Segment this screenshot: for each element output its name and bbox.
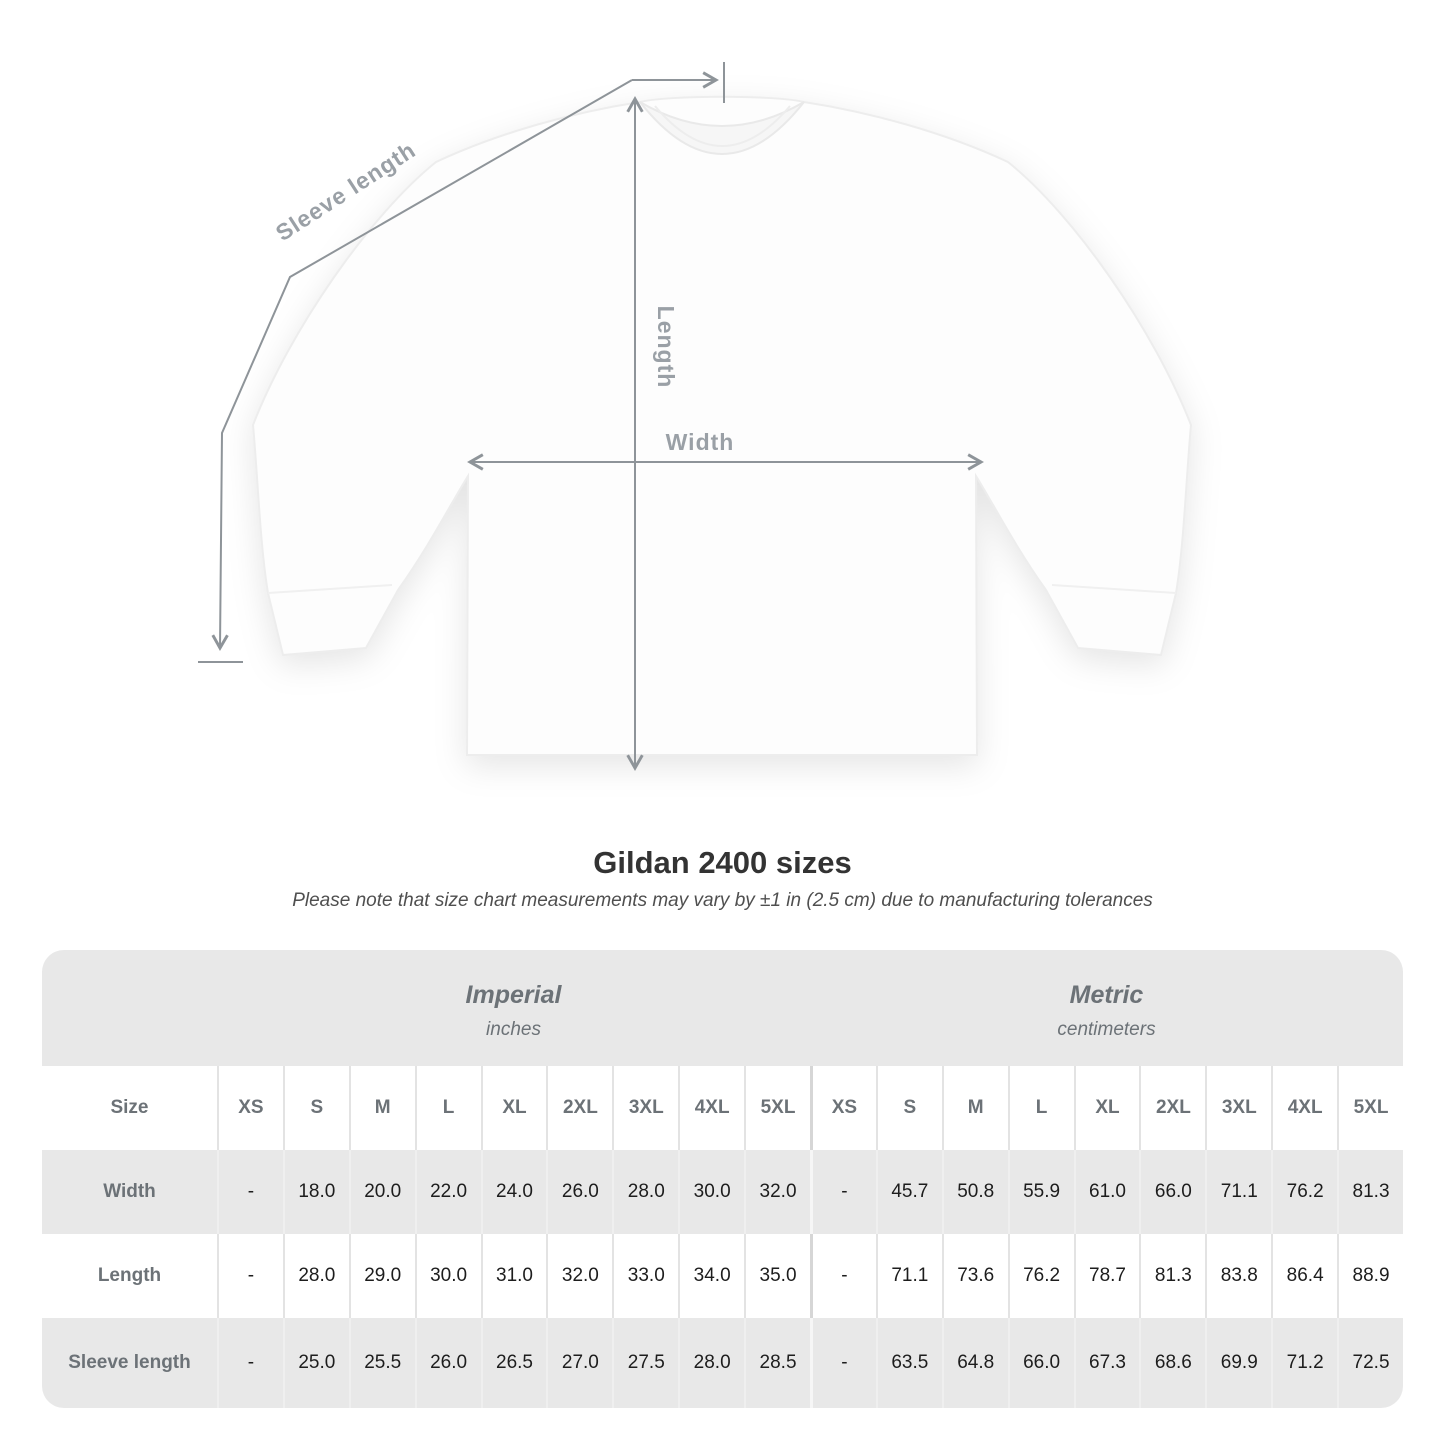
value-cell: 28.0 [282, 1234, 349, 1318]
page-title: Gildan 2400 sizes [593, 845, 852, 880]
row-label: Length [42, 1234, 217, 1318]
value-cell: 28.0 [612, 1150, 678, 1234]
shirt-diagram: Sleeve length Length Width [198, 62, 1193, 771]
value-cell: 45.7 [875, 1150, 942, 1234]
value-cell: 71.2 [1271, 1318, 1337, 1408]
unit-label: centimeters [1057, 1019, 1156, 1040]
value-cell: 25.0 [282, 1318, 349, 1408]
value-cell: 26.0 [414, 1318, 481, 1408]
value-cell: 81.3 [1139, 1234, 1206, 1318]
tolerance-note: Please note that size chart measurements… [292, 890, 1153, 911]
value-cell: 78.7 [1073, 1234, 1140, 1318]
value-cell: 81.3 [1337, 1150, 1403, 1234]
size-label: XL [480, 1066, 547, 1150]
value-cell: 61.0 [1073, 1150, 1140, 1234]
size-label: L [414, 1066, 481, 1150]
value-cell: 68.6 [1139, 1318, 1205, 1408]
size-label: S [282, 1066, 349, 1150]
value-cell: 33.0 [612, 1234, 679, 1318]
unit-label: inches [486, 1019, 541, 1040]
value-cell: 64.8 [941, 1318, 1008, 1408]
value-cell: 28.0 [678, 1318, 744, 1408]
value-cell: 86.4 [1271, 1234, 1338, 1318]
value-cell: 27.0 [546, 1318, 612, 1408]
value-cell: 18.0 [282, 1150, 349, 1234]
value-cell: 73.6 [941, 1234, 1008, 1318]
value-cell: 31.0 [480, 1234, 547, 1318]
size-label: L [1007, 1066, 1074, 1150]
value-cell: 72.5 [1337, 1318, 1403, 1408]
value-cell: 26.5 [480, 1318, 547, 1408]
size-label: XS [809, 1066, 876, 1150]
size-label: 5XL [1337, 1066, 1403, 1150]
value-cell: 88.9 [1337, 1234, 1403, 1318]
value-cell: 66.0 [1007, 1318, 1074, 1408]
row-label: Width [103, 1181, 156, 1202]
value-cell: 20.0 [348, 1150, 415, 1234]
value-cell: 32.0 [546, 1234, 613, 1318]
value-cell: 55.9 [1007, 1150, 1074, 1234]
value-cell: - [217, 1150, 283, 1234]
value-cell: - [217, 1318, 283, 1408]
shirt-diagram-svg: Sleeve length Length Width [198, 62, 1193, 771]
sleeve-length-arrow [198, 62, 725, 663]
length-label: Length [653, 306, 679, 389]
value-cell: - [809, 1234, 876, 1318]
size-label: M [941, 1066, 1008, 1150]
width-label: Width [666, 429, 735, 455]
value-cell: 35.0 [744, 1234, 810, 1318]
value-cell: 66.0 [1139, 1150, 1205, 1234]
value-cell: 26.0 [546, 1150, 612, 1234]
value-cell: 30.0 [678, 1150, 744, 1234]
size-label: S [875, 1066, 942, 1150]
value-cell: 32.0 [744, 1150, 810, 1234]
value-cell: 71.1 [875, 1234, 942, 1318]
value-cell: 76.2 [1007, 1234, 1074, 1318]
value-cell: - [217, 1234, 283, 1318]
value-cell: 50.8 [941, 1150, 1008, 1234]
value-cell: 25.5 [348, 1318, 415, 1408]
group-header-imperial: Imperial inches [217, 950, 810, 1066]
table-corner-cell [42, 950, 217, 1066]
size-column-header: Size [42, 1066, 217, 1150]
size-label: 5XL [744, 1066, 810, 1150]
value-cell: 22.0 [414, 1150, 481, 1234]
size-label: XS [217, 1066, 283, 1150]
size-label: 3XL [1205, 1066, 1272, 1150]
value-cell: 76.2 [1271, 1150, 1337, 1234]
value-cell: 29.0 [348, 1234, 415, 1318]
size-label: XL [1073, 1066, 1140, 1150]
value-cell: 34.0 [678, 1234, 745, 1318]
value-cell: 83.8 [1205, 1234, 1272, 1318]
value-cell: 63.5 [875, 1318, 942, 1408]
size-label: M [348, 1066, 415, 1150]
value-cell: 30.0 [414, 1234, 481, 1318]
group-title: Metric [1069, 981, 1144, 1009]
value-cell: 67.3 [1073, 1318, 1140, 1408]
value-cell: 24.0 [480, 1150, 547, 1234]
size-table: Imperial inches Metric centimeters Size XS S M L… [42, 950, 1403, 1408]
value-cell: 71.1 [1205, 1150, 1271, 1234]
group-title: Imperial [465, 981, 562, 1009]
value-cell: 69.9 [1205, 1318, 1271, 1408]
size-label: 3XL [612, 1066, 679, 1150]
value-cell: - [809, 1318, 876, 1408]
shirt-illustration [251, 95, 1193, 756]
size-label: 4XL [678, 1066, 745, 1150]
value-cell: 27.5 [612, 1318, 678, 1408]
size-label: 4XL [1271, 1066, 1338, 1150]
value-cell: 28.5 [744, 1318, 810, 1408]
row-label: Sleeve length [68, 1352, 191, 1373]
group-header-metric: Metric centimeters [810, 950, 1403, 1066]
value-cell: - [809, 1150, 876, 1234]
size-label: 2XL [1139, 1066, 1206, 1150]
size-label: 2XL [546, 1066, 613, 1150]
